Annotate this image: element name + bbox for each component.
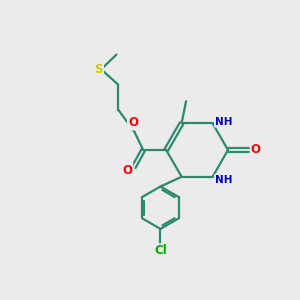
Text: NH: NH xyxy=(215,175,232,185)
Text: NH: NH xyxy=(215,117,232,127)
Text: O: O xyxy=(128,116,138,129)
Text: O: O xyxy=(122,164,132,176)
Text: O: O xyxy=(251,143,261,157)
Text: Cl: Cl xyxy=(154,244,167,257)
Text: S: S xyxy=(94,63,103,76)
